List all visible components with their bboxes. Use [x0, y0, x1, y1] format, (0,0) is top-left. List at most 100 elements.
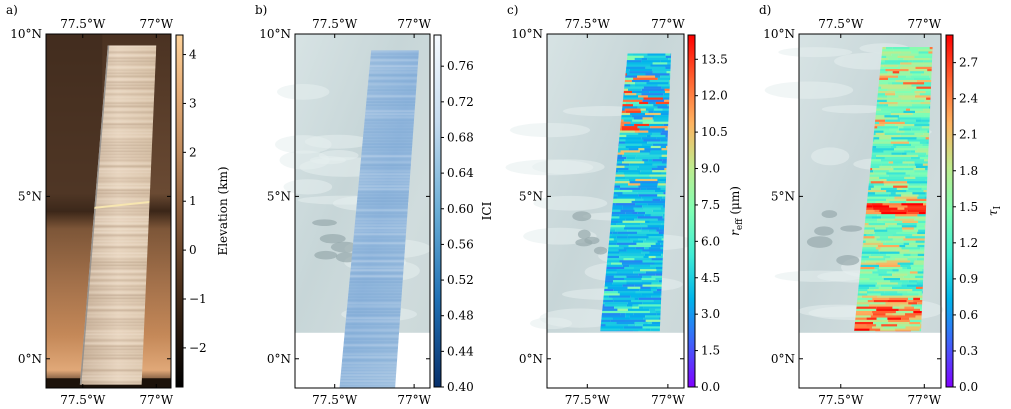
- swath-pixel: [899, 128, 912, 131]
- swath-pixel: [864, 163, 882, 166]
- swath-pixel: [921, 117, 931, 120]
- swath-pixel: [613, 159, 625, 162]
- swath-pixel: [854, 295, 862, 298]
- swath-pixel: [632, 189, 655, 193]
- swath-band: [339, 113, 419, 116]
- swath-band: [339, 59, 419, 62]
- swath-band: [339, 143, 419, 146]
- panel-label: b): [255, 3, 267, 17]
- swath-pixel: [631, 200, 656, 204]
- swath-pixel: [629, 163, 653, 166]
- swath-pixel: [885, 119, 901, 122]
- swath-pixel: [606, 236, 617, 239]
- swath-pixel: [635, 247, 645, 250]
- swath-pixel: [874, 172, 887, 175]
- swath-pixel: [883, 64, 898, 67]
- swath-pixel: [663, 97, 672, 100]
- swath-pixel: [913, 262, 933, 265]
- swath-pixel: [908, 187, 922, 191]
- y-tick-label: 0°N: [771, 352, 795, 366]
- swath-pixel: [899, 251, 926, 254]
- swath-band: [339, 305, 419, 308]
- swath-pixel: [638, 165, 657, 169]
- swath-pixel: [910, 330, 927, 332]
- swath-pixel: [896, 249, 910, 252]
- axes-frame: [45, 33, 172, 389]
- swath-band: [79, 342, 157, 345]
- swath-band: [79, 291, 157, 294]
- swath-band: [339, 86, 419, 89]
- swath-pixel: [910, 150, 916, 153]
- swath-pixel: [626, 249, 643, 252]
- swath-pixel: [875, 330, 896, 332]
- x-tick-label-top: 77.5°W: [818, 17, 864, 31]
- swath-pixel: [607, 167, 629, 171]
- swath-pixel: [910, 99, 925, 103]
- swath-band: [339, 116, 419, 119]
- swath-pixel: [854, 280, 876, 283]
- swath-pixel: [657, 84, 671, 87]
- swath-pixel: [645, 211, 667, 215]
- cloud-texture: [275, 135, 332, 154]
- swath-pixel: [894, 328, 920, 331]
- swath-pixel: [622, 154, 637, 158]
- swath-pixel: [647, 53, 666, 56]
- swath-pixel: [630, 112, 645, 116]
- swath-pixel: [630, 121, 643, 125]
- swath-pixel: [925, 137, 931, 140]
- swath-pixel: [879, 121, 905, 125]
- swath-pixel: [647, 321, 652, 325]
- swath-pixel: [600, 244, 619, 248]
- y-tick-label: 10°N: [763, 27, 795, 41]
- colorbar: [945, 34, 954, 388]
- swath-pixel: [901, 194, 919, 197]
- cloud-texture: [836, 255, 860, 266]
- swath-band: [79, 243, 157, 246]
- swath-pixel: [903, 82, 925, 85]
- swath-pixel: [886, 198, 895, 202]
- swath-pixel: [879, 91, 896, 94]
- swath-pixel: [918, 194, 933, 197]
- swath-pixel: [879, 60, 885, 63]
- swath-pixel: [854, 253, 871, 257]
- y-tick-label: 0°N: [267, 352, 291, 366]
- swath-pixel: [611, 233, 629, 237]
- swath-pixel: [908, 280, 918, 283]
- swath-pixel: [924, 159, 932, 162]
- swath-band: [79, 189, 157, 192]
- swath-pixel: [898, 308, 920, 312]
- x-tick-label-bottom: 77°W: [397, 393, 431, 407]
- swath-pixel: [891, 152, 902, 155]
- swath-pixel: [641, 143, 653, 147]
- swath-pixel: [647, 95, 672, 98]
- swath-pixel: [887, 229, 903, 232]
- swath-pixel: [893, 185, 908, 188]
- swath-pixel: [657, 106, 672, 109]
- swath-pixel: [643, 240, 658, 243]
- swath-pixel: [632, 90, 650, 94]
- swath-pixel: [650, 64, 672, 67]
- swath-band: [79, 336, 157, 339]
- swath-band: [339, 329, 419, 332]
- colorbar-tick-label: 0.40: [447, 380, 474, 394]
- x-tick-label-top: 77°W: [907, 17, 941, 31]
- colorbar-label: ICI: [480, 201, 494, 220]
- swath-pixel: [627, 286, 641, 290]
- swath-band: [79, 147, 157, 150]
- swath-pixel: [613, 121, 631, 125]
- swath-pixel: [613, 299, 631, 303]
- swath-pixel: [911, 128, 921, 131]
- swath-pixel: [912, 73, 921, 76]
- swath-pixel: [654, 108, 663, 111]
- swath-pixel: [907, 139, 930, 142]
- swath-pixel: [865, 260, 887, 263]
- swath-pixel: [600, 247, 624, 250]
- swath-band: [79, 78, 157, 81]
- swath-band: [79, 180, 157, 183]
- swath-pixel: [628, 148, 639, 151]
- swath-band: [339, 254, 419, 257]
- swath-pixel: [620, 117, 634, 120]
- swath-band: [79, 51, 157, 54]
- swath-pixel: [894, 218, 915, 221]
- swath-band: [339, 350, 419, 353]
